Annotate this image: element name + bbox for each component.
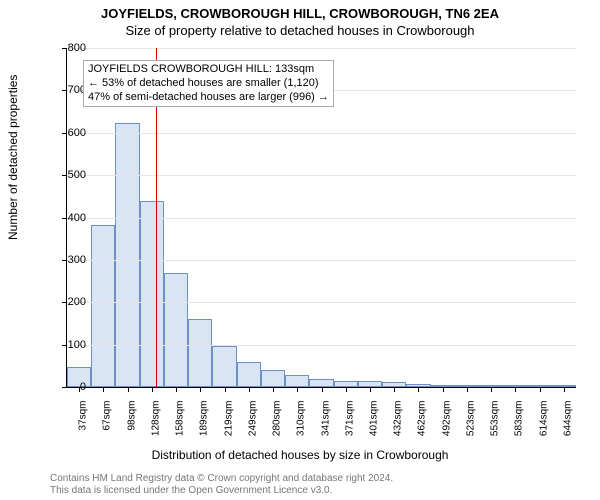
gridline [67, 175, 576, 176]
x-tick-label: 614sqm [538, 401, 549, 451]
x-tick-mark [152, 387, 153, 392]
x-tick-label: 67sqm [102, 401, 113, 451]
y-tick-label: 700 [46, 84, 86, 96]
histogram-bar [188, 319, 212, 387]
chart-title: JOYFIELDS, CROWBOROUGH HILL, CROWBOROUGH… [0, 0, 600, 21]
x-tick-mark [176, 387, 177, 392]
histogram-bar [115, 123, 139, 387]
x-tick-mark [418, 387, 419, 392]
x-tick-label: 553sqm [490, 401, 501, 451]
x-tick-mark [225, 387, 226, 392]
gridline [67, 133, 576, 134]
x-tick-mark [128, 387, 129, 392]
annotation-line-3: 47% of semi-detached houses are larger (… [88, 91, 329, 105]
x-tick-label: 219sqm [223, 401, 234, 451]
histogram-bar [237, 362, 261, 387]
x-tick-label: 280sqm [272, 401, 283, 451]
gridline [67, 302, 576, 303]
y-tick-label: 800 [46, 42, 86, 54]
x-tick-mark [515, 387, 516, 392]
histogram-bar [309, 379, 333, 387]
x-tick-label: 492sqm [441, 401, 452, 451]
x-tick-mark [273, 387, 274, 392]
x-tick-label: 158sqm [175, 401, 186, 451]
x-tick-mark [467, 387, 468, 392]
x-tick-label: 644sqm [562, 401, 573, 451]
histogram-bar [91, 225, 115, 387]
histogram-bar [285, 375, 309, 387]
histogram-bar [164, 273, 188, 387]
gridline [67, 260, 576, 261]
x-tick-label: 310sqm [296, 401, 307, 451]
y-tick-label: 500 [46, 169, 86, 181]
footer: Contains HM Land Registry data © Crown c… [50, 473, 590, 496]
chart-subtitle: Size of property relative to detached ho… [0, 21, 600, 42]
x-tick-label: 401sqm [368, 401, 379, 451]
histogram-bar [261, 370, 285, 387]
chart-container: JOYFIELDS, CROWBOROUGH HILL, CROWBOROUGH… [0, 0, 600, 500]
x-tick-mark [322, 387, 323, 392]
y-axis-label: Number of detached properties [6, 75, 20, 240]
y-tick-label: 0 [46, 381, 86, 393]
x-tick-mark [443, 387, 444, 392]
x-tick-label: 432sqm [393, 401, 404, 451]
x-tick-mark [103, 387, 104, 392]
x-tick-label: 371sqm [344, 401, 355, 451]
histogram-bar [212, 346, 236, 387]
annotation-line-2: ← 53% of detached houses are smaller (1,… [88, 77, 329, 91]
histogram-bar [140, 201, 164, 387]
y-tick-label: 100 [46, 339, 86, 351]
x-tick-label: 128sqm [150, 401, 161, 451]
x-tick-mark [370, 387, 371, 392]
y-tick-label: 400 [46, 212, 86, 224]
gridline [67, 345, 576, 346]
x-tick-label: 37sqm [78, 401, 89, 451]
x-tick-mark [394, 387, 395, 392]
plot-area: JOYFIELDS CROWBOROUGH HILL: 133sqm ← 53%… [66, 48, 576, 388]
x-tick-label: 189sqm [199, 401, 210, 451]
x-tick-mark [564, 387, 565, 392]
x-tick-label: 341sqm [320, 401, 331, 451]
annotation-line-1: JOYFIELDS CROWBOROUGH HILL: 133sqm [88, 63, 329, 77]
y-tick-label: 600 [46, 127, 86, 139]
y-tick-label: 200 [46, 296, 86, 308]
x-tick-mark [540, 387, 541, 392]
x-tick-mark [346, 387, 347, 392]
y-tick-label: 300 [46, 254, 86, 266]
x-tick-mark [200, 387, 201, 392]
x-tick-mark [297, 387, 298, 392]
annotation-box: JOYFIELDS CROWBOROUGH HILL: 133sqm ← 53%… [83, 60, 334, 107]
x-tick-mark [491, 387, 492, 392]
x-tick-label: 583sqm [514, 401, 525, 451]
x-tick-label: 98sqm [126, 401, 137, 451]
x-tick-label: 523sqm [465, 401, 476, 451]
gridline [67, 218, 576, 219]
gridline [67, 48, 576, 49]
x-tick-mark [249, 387, 250, 392]
footer-line-2: This data is licensed under the Open Gov… [50, 485, 590, 497]
footer-line-1: Contains HM Land Registry data © Crown c… [50, 473, 590, 485]
x-tick-label: 249sqm [247, 401, 258, 451]
x-tick-label: 462sqm [417, 401, 428, 451]
x-axis-label: Distribution of detached houses by size … [0, 448, 600, 462]
